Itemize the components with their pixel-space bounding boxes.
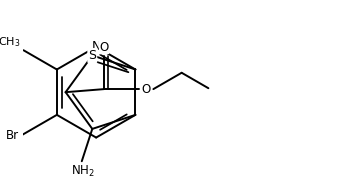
Text: NH$_2$: NH$_2$ [71, 163, 94, 178]
Text: Br: Br [5, 129, 18, 142]
Text: CH$_3$: CH$_3$ [0, 35, 21, 49]
Text: S: S [88, 49, 96, 62]
Text: O: O [141, 83, 150, 96]
Text: O: O [100, 41, 109, 54]
Text: N: N [92, 40, 101, 53]
